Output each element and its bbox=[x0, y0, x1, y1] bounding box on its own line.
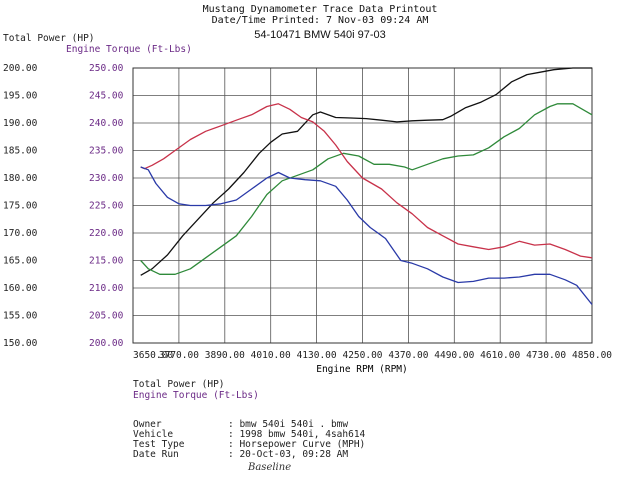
x-tick-label: 4610.00 bbox=[480, 350, 520, 361]
x-axis-label: Engine RPM (RPM) bbox=[316, 364, 408, 375]
torque-tick-label: 240.00 bbox=[89, 118, 124, 129]
handwritten-annotation: Baseline bbox=[248, 462, 292, 473]
info-test-type-key: Test Type bbox=[133, 439, 185, 450]
x-tick-label: 4250.00 bbox=[342, 350, 382, 361]
info-test-type-value: : Horsepower Curve (MPH) bbox=[228, 439, 366, 450]
info-vehicle-value: : 1998 bmw 540i, 4sah614 bbox=[228, 429, 366, 440]
torque-tick-label: 245.00 bbox=[89, 91, 124, 102]
info-vehicle: Vehicle : 1998 bmw 540i, 4sah614 bbox=[133, 430, 365, 440]
power-tick-label: 200.00 bbox=[3, 63, 38, 74]
x-tick-label: 4010.00 bbox=[251, 350, 291, 361]
x-tick-label: 4850.00 bbox=[572, 350, 612, 361]
power-tick-label: 165.00 bbox=[3, 256, 38, 267]
power-tick-label: 180.00 bbox=[3, 173, 38, 184]
power-tick-label: 190.00 bbox=[3, 118, 38, 129]
info-date-run-key: Date Run bbox=[133, 449, 179, 460]
tick-labels: 200.00 250.00 195.00 245.00 190.00 240.00 185.… bbox=[3, 63, 612, 361]
torque-tick-label: 250.00 bbox=[89, 63, 124, 74]
torque-tick-label: 215.00 bbox=[89, 256, 124, 267]
x-tick-label: 4130.00 bbox=[297, 350, 337, 361]
info-owner-key: Owner bbox=[133, 419, 162, 430]
report-title: Mustang Dynamometer Trace Data Printout bbox=[202, 4, 438, 15]
run-id: 54-10471 BMW 540i 97-03 bbox=[254, 29, 386, 41]
x-tick-label: 3890.00 bbox=[205, 350, 245, 361]
x-tick-label: 4490.00 bbox=[434, 350, 474, 361]
legend-torque: Engine Torque (Ft-Lbs) bbox=[133, 390, 259, 401]
power-axis-title: Total Power (HP) bbox=[3, 33, 95, 44]
x-tick-label: 4370.00 bbox=[388, 350, 428, 361]
plot-frame bbox=[132, 67, 593, 344]
series-line-power-new bbox=[140, 67, 592, 276]
power-tick-label: 185.00 bbox=[3, 146, 38, 157]
info-date-run-value: : 20-Oct-03, 09:28 AM bbox=[228, 449, 349, 460]
x-tick-label: 3770.00 bbox=[159, 350, 199, 361]
info-owner: Owner : bmw 540i 540i . bmw bbox=[133, 420, 348, 430]
power-tick-label: 170.00 bbox=[3, 228, 38, 239]
torque-tick-label: 235.00 bbox=[89, 146, 124, 157]
series-line-torque-old bbox=[140, 166, 593, 305]
torque-tick-label: 230.00 bbox=[89, 173, 124, 184]
info-date-run: Date Run : 20-Oct-03, 09:28 AM bbox=[133, 450, 348, 460]
power-tick-label: 175.00 bbox=[3, 201, 38, 212]
print-timestamp: Date/Time Printed: 7 Nov-03 09:24 AM bbox=[211, 15, 429, 26]
grid bbox=[132, 67, 593, 344]
torque-tick-label: 200.00 bbox=[89, 338, 124, 349]
info-vehicle-key: Vehicle bbox=[133, 429, 174, 440]
series-lines bbox=[140, 67, 593, 305]
series-line-power-old bbox=[140, 103, 593, 259]
torque-axis-title: Engine Torque (Ft-Lbs) bbox=[66, 44, 192, 55]
power-tick-label: 195.00 bbox=[3, 91, 38, 102]
power-tick-label: 150.00 bbox=[3, 338, 38, 349]
info-test-type: Test Type : Horsepower Curve (MPH) bbox=[133, 440, 365, 450]
torque-tick-label: 205.00 bbox=[89, 311, 124, 322]
series-line-torque-new bbox=[140, 103, 593, 275]
power-tick-label: 160.00 bbox=[3, 283, 38, 294]
legend-power: Total Power (HP) bbox=[133, 379, 225, 390]
torque-tick-label: 220.00 bbox=[89, 228, 124, 239]
x-tick-label: 3650.00 bbox=[133, 350, 173, 361]
x-tick-label: 4730.00 bbox=[526, 350, 566, 361]
torque-tick-label: 225.00 bbox=[89, 201, 124, 212]
info-owner-value: : bmw 540i 540i . bmw bbox=[228, 419, 349, 430]
power-tick-label: 155.00 bbox=[3, 311, 38, 322]
torque-tick-label: 210.00 bbox=[89, 283, 124, 294]
